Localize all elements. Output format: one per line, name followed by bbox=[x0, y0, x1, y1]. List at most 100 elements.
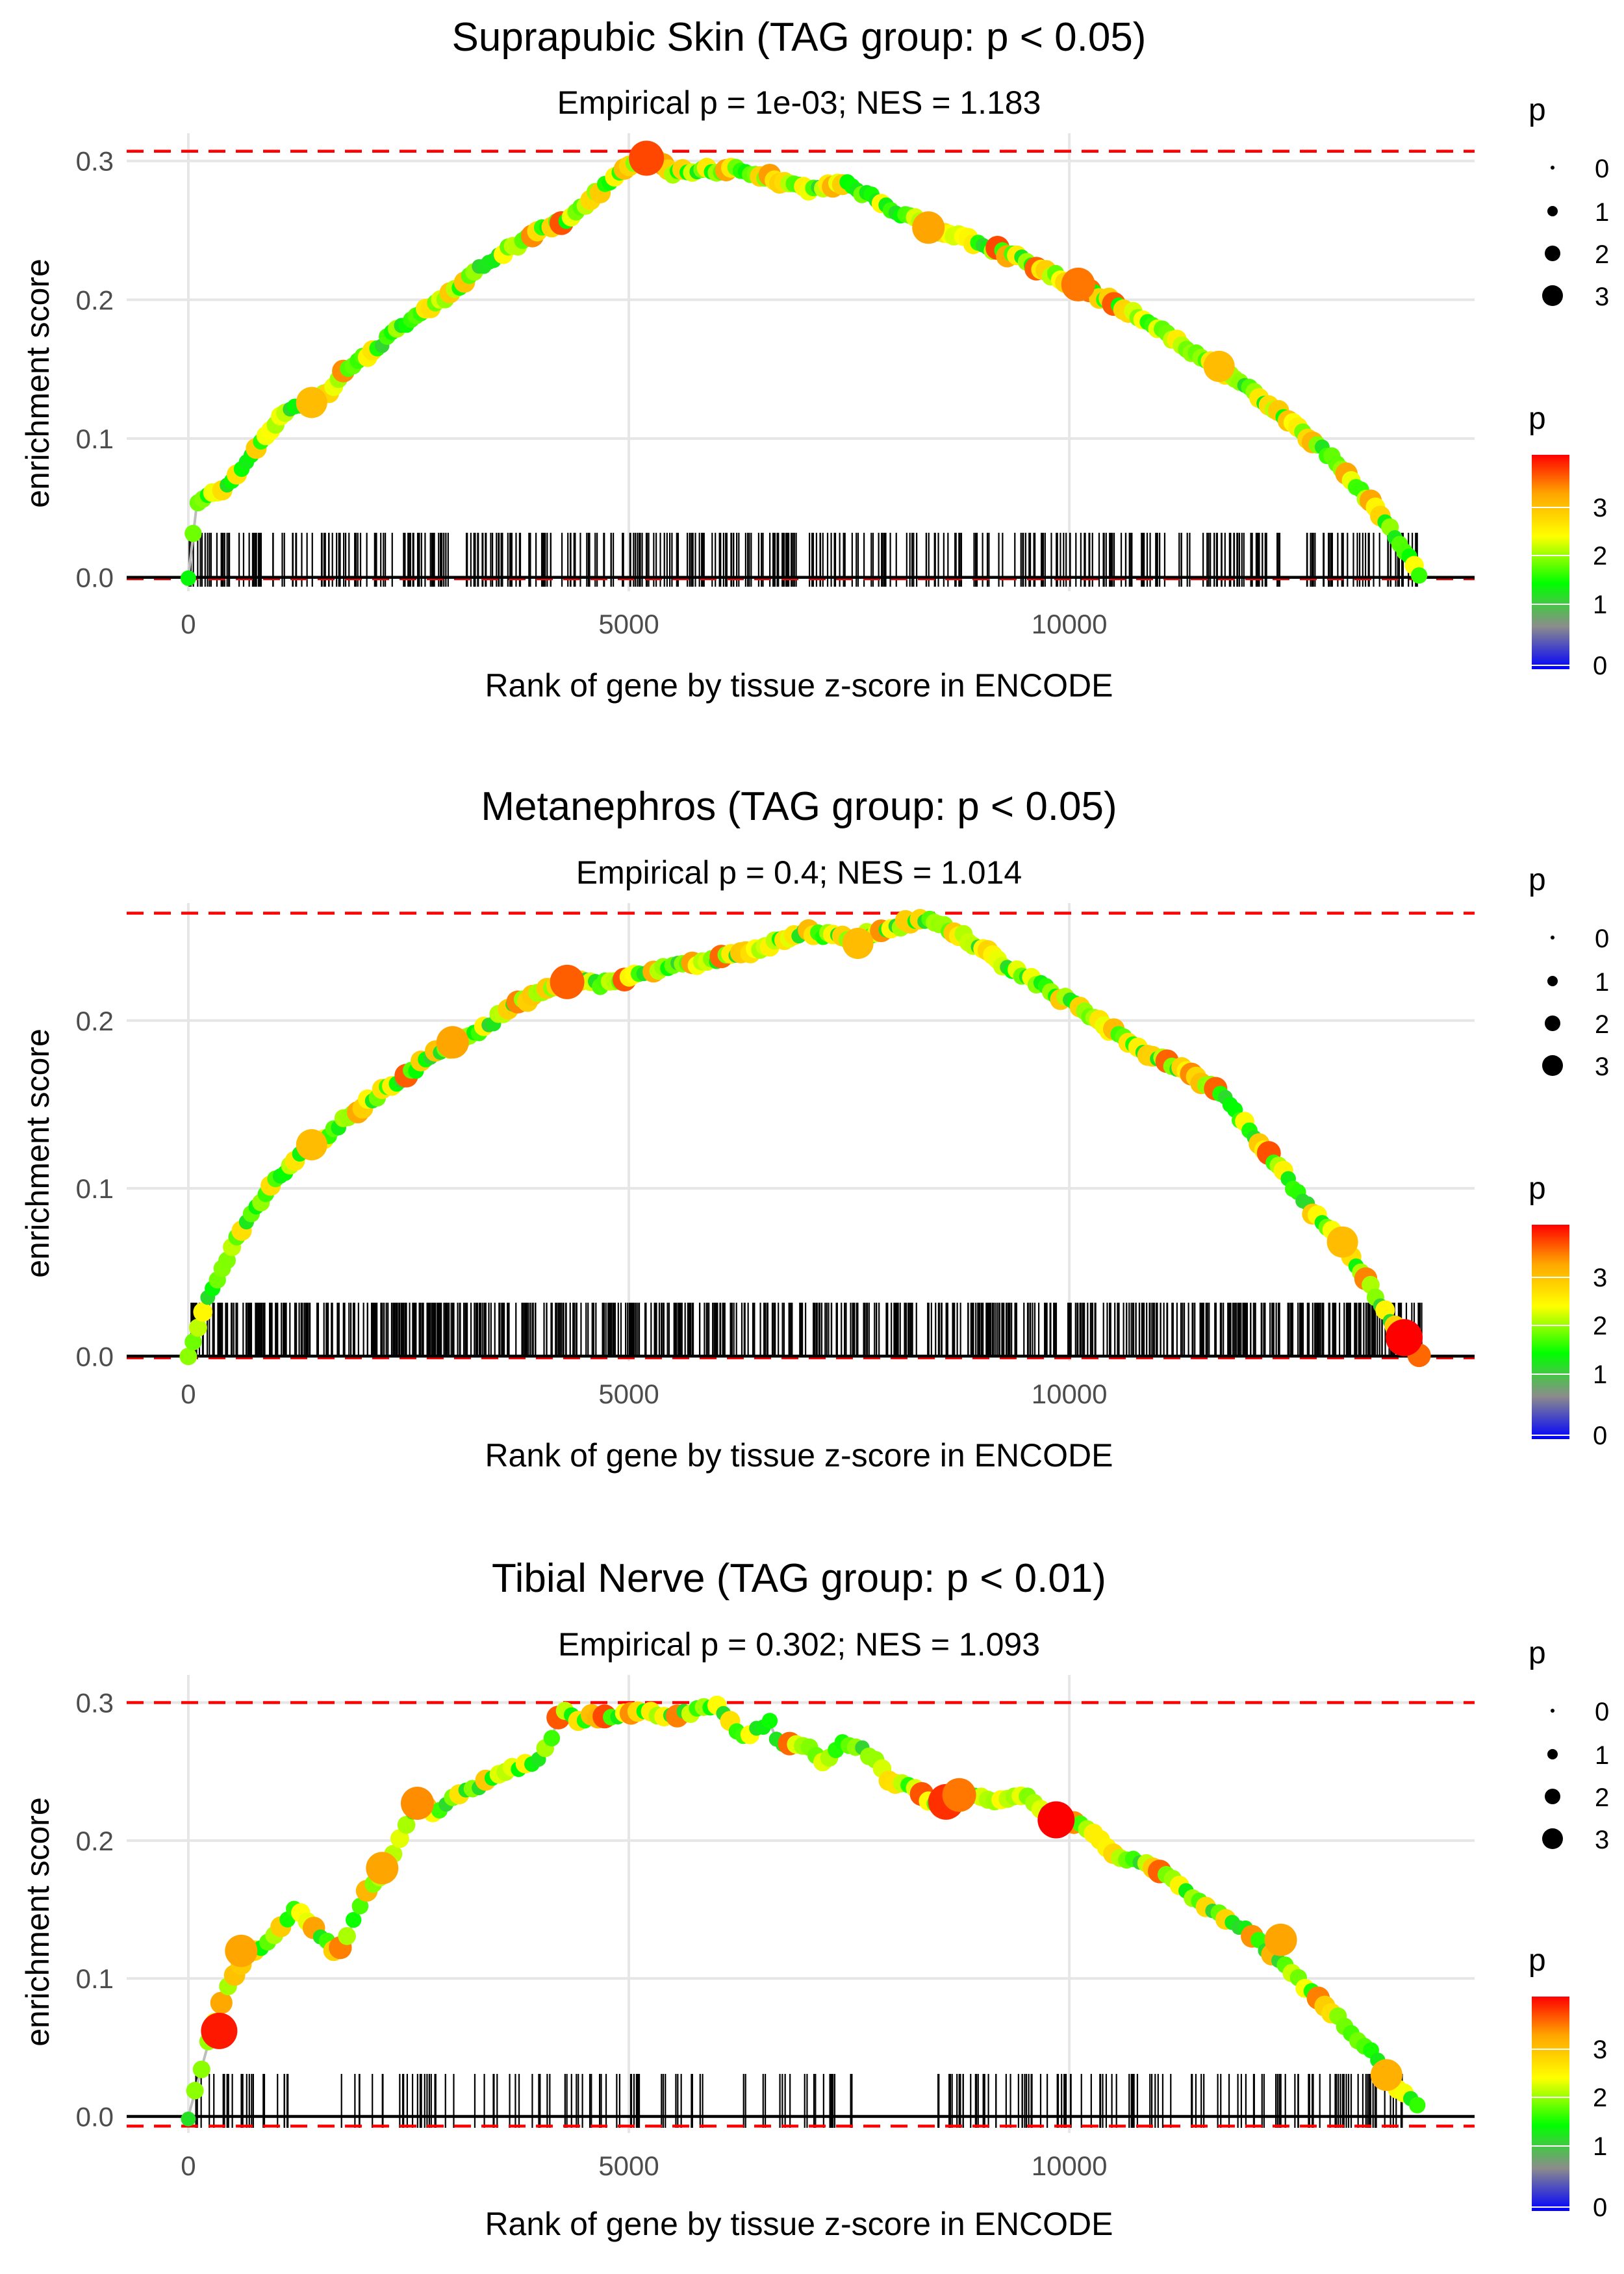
panel-2-size-key-3 bbox=[1542, 1055, 1563, 1076]
panel-3-size-label-2: 2 bbox=[1595, 1783, 1609, 1812]
panel-1: Suprapubic Skin (TAG group: p < 0.05) Em… bbox=[19, 15, 1609, 704]
panel-1-y-tick-label: 0.0 bbox=[76, 563, 114, 593]
panel-2-x-tick-label: 0 bbox=[181, 1379, 196, 1409]
panel-1-es-point-strong bbox=[629, 140, 665, 176]
panel-3-color-legend-title: p bbox=[1529, 1943, 1546, 1978]
panel-2-es-point bbox=[188, 1318, 207, 1337]
panel-3-es-point-strong bbox=[401, 1787, 434, 1820]
panel-1-size-label-0: 0 bbox=[1595, 155, 1609, 183]
panel-1-color-label-3: 3 bbox=[1593, 494, 1607, 522]
panel-3-es-point bbox=[390, 1829, 409, 1848]
panel-2-es-point-strong bbox=[296, 1129, 327, 1160]
panel-2-size-label-1: 1 bbox=[1595, 968, 1609, 997]
panel-3-es-point-strong bbox=[1037, 1801, 1075, 1839]
panel-1-y-tick-label: 0.2 bbox=[76, 285, 114, 315]
panel-2: Metanephros (TAG group: p < 0.05) Empiri… bbox=[19, 784, 1609, 1474]
panel-3-xlabel: Rank of gene by tissue z-score in ENCODE bbox=[485, 2206, 1113, 2242]
panel-3-es-curve bbox=[186, 1702, 1423, 2117]
panel-2-y-tick-label: 0.2 bbox=[76, 1006, 114, 1036]
panel-3-size-legend-title: p bbox=[1529, 1636, 1546, 1670]
panel-2-size-key-0 bbox=[1551, 936, 1554, 939]
panel-2-x-tick-label: 10000 bbox=[1032, 1379, 1108, 1409]
panel-3-y-tick-label: 0.0 bbox=[76, 2102, 114, 2132]
panel-1-es-point bbox=[184, 524, 202, 543]
panel-3-es-point bbox=[351, 1897, 369, 1915]
panel-1-y-tick-label: 0.3 bbox=[76, 146, 114, 177]
panel-3-y-tick-label: 0.1 bbox=[76, 1963, 114, 1994]
panel-2-title: Metanephros (TAG group: p < 0.05) bbox=[481, 784, 1117, 829]
panel-1-es-point-strong bbox=[1203, 350, 1235, 382]
panel-1-size-label-3: 3 bbox=[1595, 283, 1609, 311]
panel-2-es-point-strong bbox=[842, 928, 874, 959]
panel-3-es-point bbox=[346, 1911, 362, 1928]
panel-2-es-point-strong bbox=[436, 1026, 469, 1059]
panel-2-y-tick-label: 0.1 bbox=[76, 1173, 114, 1204]
panel-2-color-legend-title: p bbox=[1529, 1171, 1546, 1206]
panel-3-es-point bbox=[181, 2112, 196, 2127]
panel-1-es-curve bbox=[186, 152, 1423, 578]
panel-1-es-point bbox=[180, 570, 196, 586]
panel-3-color-label-0: 0 bbox=[1593, 2193, 1607, 2222]
panel-3-x-tick-label: 10000 bbox=[1032, 2151, 1108, 2181]
panel-2-size-label-3: 3 bbox=[1595, 1053, 1609, 1081]
panel-1-x-tick-label: 0 bbox=[181, 609, 196, 639]
panel-3-es-point-strong bbox=[1370, 2059, 1402, 2091]
panel-3-es-point-strong bbox=[201, 2012, 238, 2049]
panel-2-es-point-strong bbox=[550, 964, 585, 999]
panel-2-color-label-3: 3 bbox=[1593, 1264, 1607, 1292]
panel-3-es-point bbox=[210, 1991, 233, 2014]
panel-1-xlabel: Rank of gene by tissue z-score in ENCODE bbox=[485, 667, 1113, 704]
panel-3-size-key-3 bbox=[1542, 1828, 1563, 1849]
panel-3-es-point-strong bbox=[225, 1934, 258, 1967]
panel-2-size-label-0: 0 bbox=[1595, 925, 1609, 953]
panel-1-points bbox=[180, 140, 1428, 586]
panel-2-size-label-2: 2 bbox=[1595, 1010, 1609, 1039]
panel-1-color-label-0: 0 bbox=[1593, 652, 1607, 680]
panel-2-size-key-1 bbox=[1547, 976, 1558, 986]
panel-2-color-label-0: 0 bbox=[1593, 1422, 1607, 1450]
panel-1-size-key-2 bbox=[1545, 246, 1560, 261]
panel-3-color-label-2: 2 bbox=[1593, 2084, 1607, 2112]
panel-1-y-tick-label: 0.1 bbox=[76, 424, 114, 454]
panel-2-subtitle: Empirical p = 0.4; NES = 1.014 bbox=[576, 854, 1022, 891]
panel-2-es-point bbox=[193, 1302, 213, 1322]
panel-3-es-point bbox=[186, 2082, 204, 2100]
panel-3-size-label-0: 0 bbox=[1595, 1698, 1609, 1726]
panel-3-rug bbox=[195, 2074, 1403, 2128]
panel-1-color-label-1: 1 bbox=[1593, 591, 1607, 619]
panel-1-es-point bbox=[1411, 567, 1428, 584]
panel-2-ylabel: enrichment score bbox=[19, 1028, 56, 1278]
panel-1-ylabel: enrichment score bbox=[19, 259, 56, 508]
panel-1-color-legend-title: p bbox=[1529, 402, 1546, 436]
panel-3-color-label-1: 1 bbox=[1593, 2132, 1607, 2161]
panel-2-es-point bbox=[179, 1348, 197, 1366]
panel-3-colorbar bbox=[1532, 1997, 1569, 2211]
panel-3-title: Tibial Nerve (TAG group: p < 0.01) bbox=[492, 1556, 1106, 1601]
panel-3-plot: 0 5000 10000 0.0 0.1 0.2 0.3 bbox=[76, 1675, 1475, 2181]
panel-3-size-key-1 bbox=[1547, 1749, 1558, 1759]
panel-3-size-label-3: 3 bbox=[1595, 1826, 1609, 1854]
panel-1-title: Suprapubic Skin (TAG group: p < 0.05) bbox=[452, 15, 1147, 60]
panel-2-colorbar bbox=[1532, 1225, 1569, 1439]
panel-3-size-key-0 bbox=[1551, 1709, 1554, 1713]
panel-3-es-point-strong bbox=[1264, 1923, 1297, 1956]
panel-2-x-tick-label: 5000 bbox=[598, 1379, 659, 1409]
panel-3-size-label-1: 1 bbox=[1595, 1741, 1609, 1770]
panel-3-es-point bbox=[1409, 2097, 1426, 2114]
panel-2-y-tick-label: 0.0 bbox=[76, 1341, 114, 1372]
panel-1-x-tick-label: 10000 bbox=[1032, 609, 1108, 639]
panel-1-size-legend-title: p bbox=[1529, 93, 1546, 127]
panel-2-xlabel: Rank of gene by tissue z-score in ENCODE bbox=[485, 1437, 1113, 1474]
panel-3-es-point bbox=[192, 2060, 210, 2078]
panel-3-ylabel: enrichment score bbox=[19, 1797, 56, 2047]
panel-3-points bbox=[181, 1695, 1426, 2127]
panel-2-size-legend-title: p bbox=[1529, 863, 1546, 897]
panel-2-es-point-strong bbox=[1386, 1319, 1423, 1357]
panel-3-subtitle: Empirical p = 0.302; NES = 1.093 bbox=[558, 1626, 1040, 1663]
panel-1-es-point-strong bbox=[912, 211, 945, 244]
panel-1-es-point-strong bbox=[296, 387, 327, 418]
panel-3-es-point-strong bbox=[366, 1852, 399, 1885]
panel-1-color-label-2: 2 bbox=[1593, 542, 1607, 570]
panel-3: Tibial Nerve (TAG group: p < 0.01) Empir… bbox=[19, 1556, 1609, 2242]
